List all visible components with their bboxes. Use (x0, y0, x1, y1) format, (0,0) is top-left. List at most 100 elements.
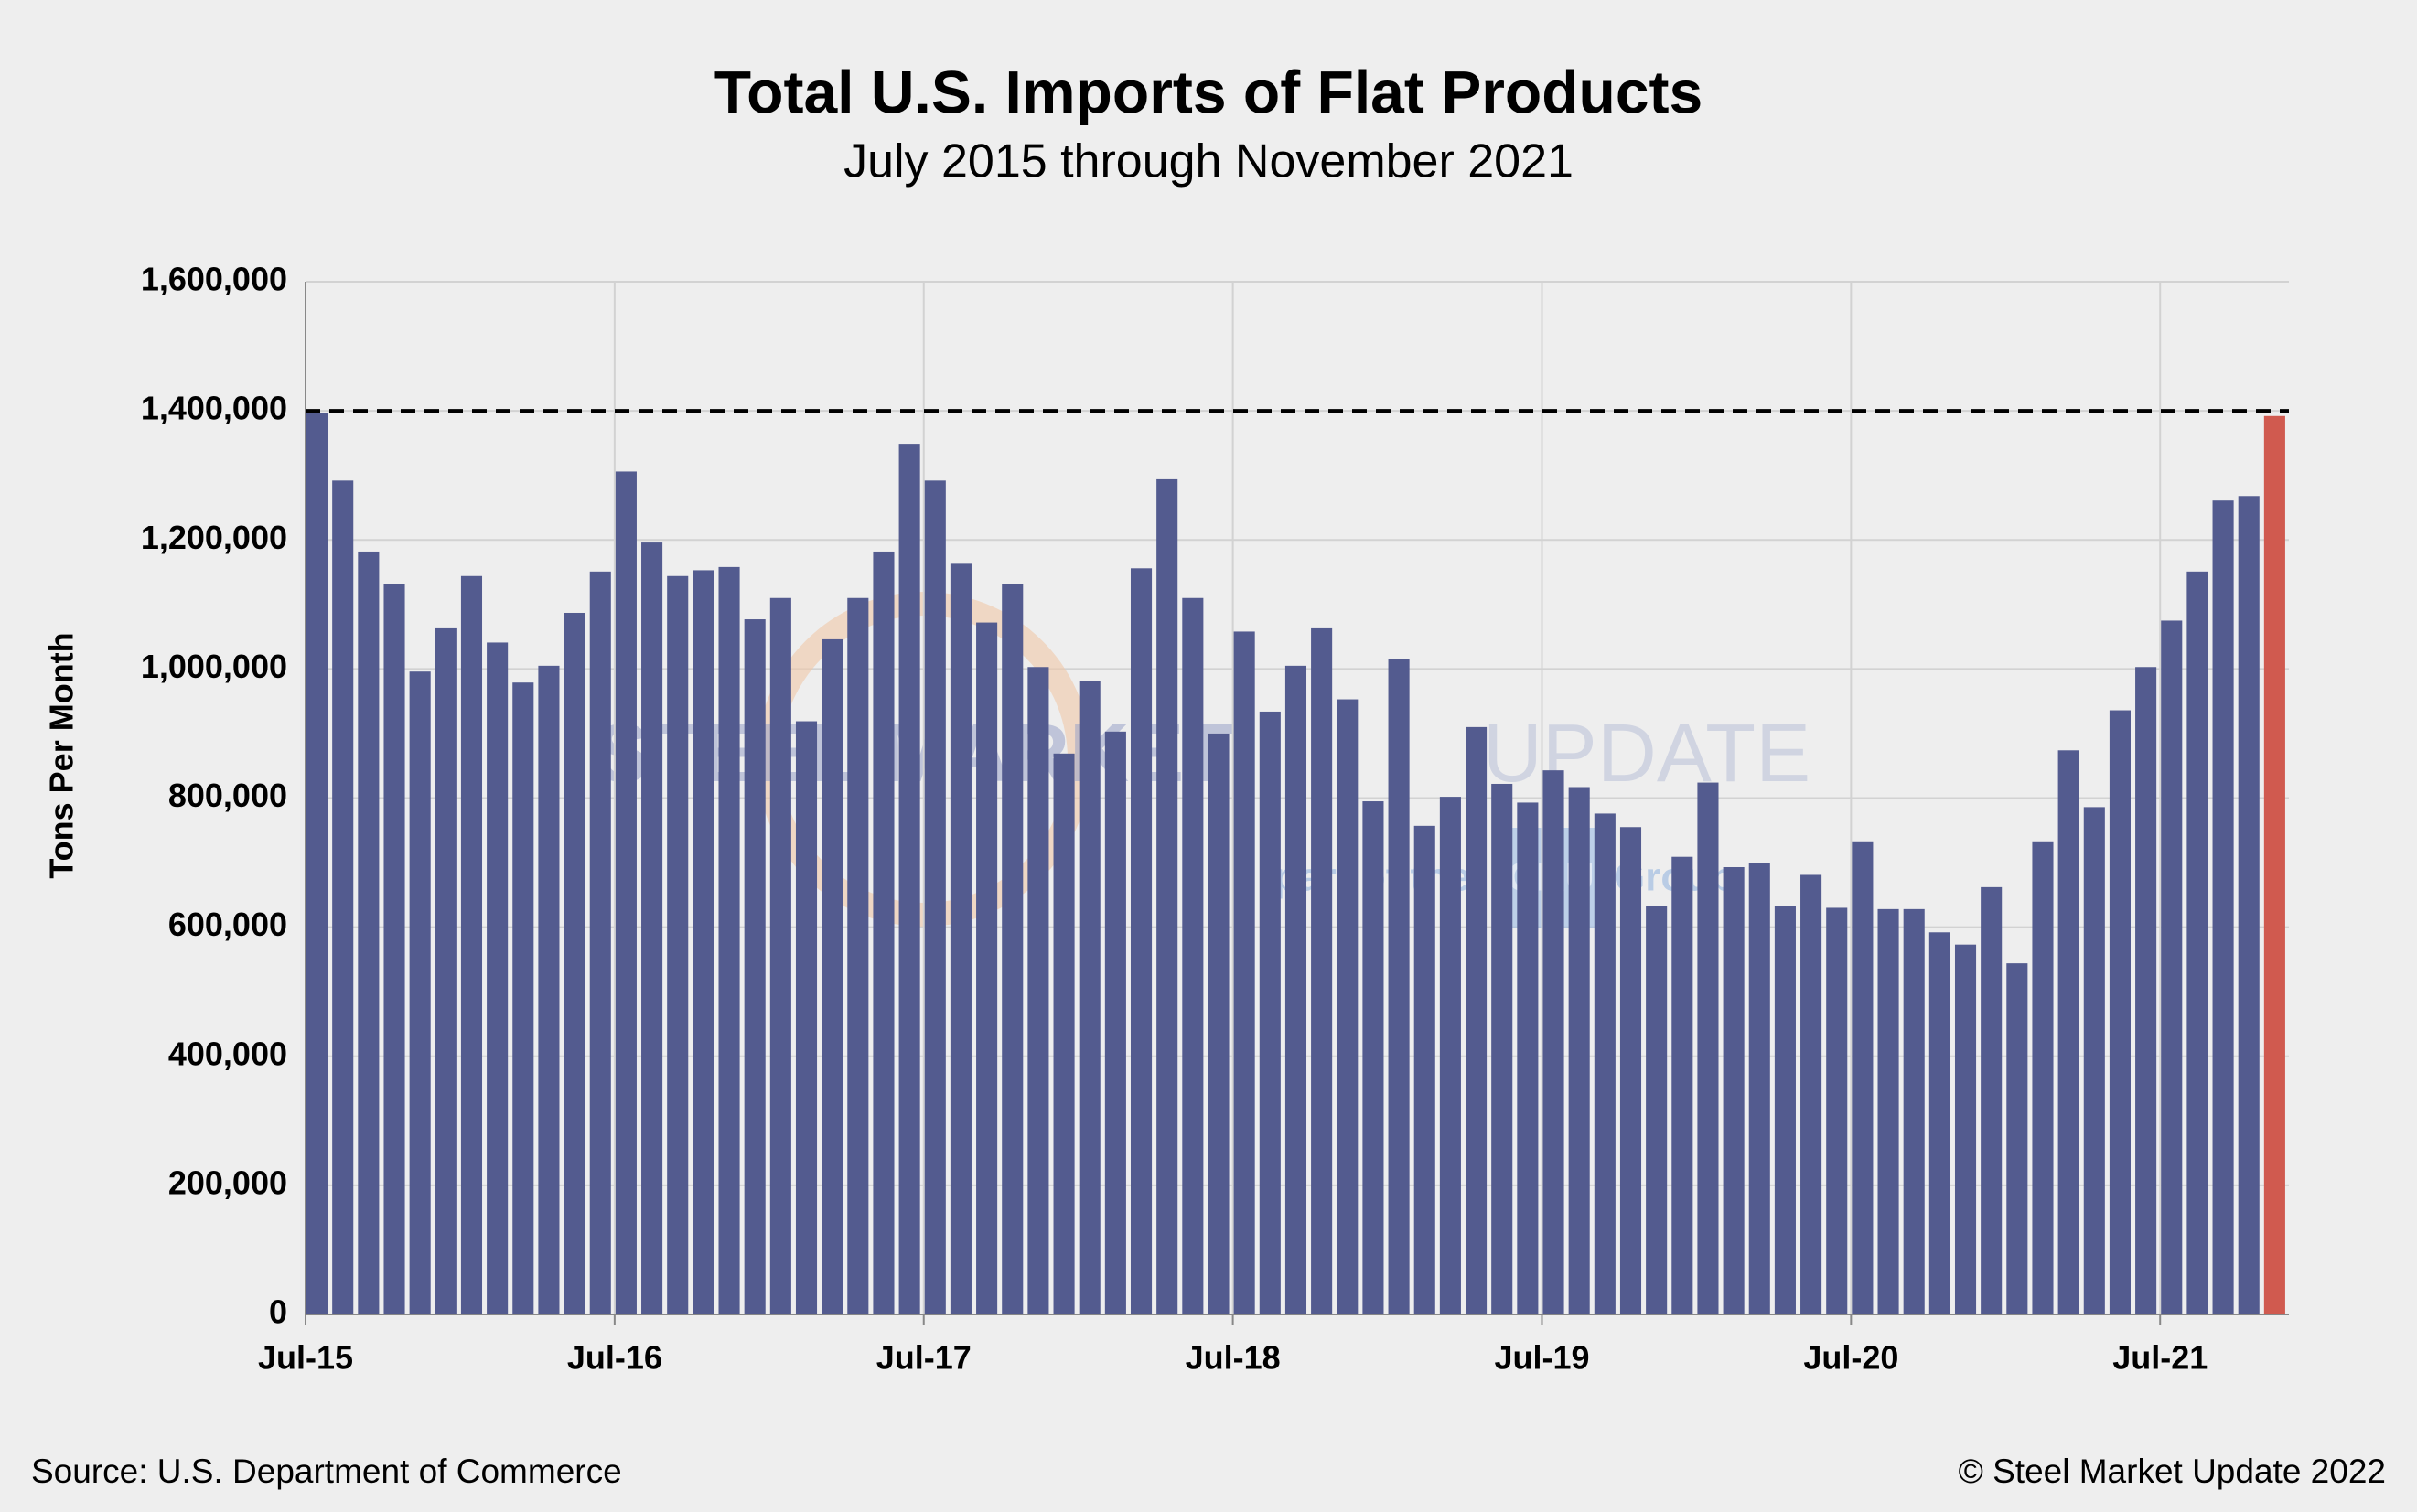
bar (358, 551, 380, 1314)
bar (1903, 908, 1925, 1314)
bar (1542, 770, 1564, 1314)
bar (589, 571, 611, 1314)
bar (795, 721, 818, 1314)
bar (822, 638, 843, 1314)
bar (2057, 750, 2079, 1314)
bar (409, 671, 431, 1314)
bar (332, 480, 354, 1314)
bar (976, 622, 998, 1314)
bar (383, 584, 405, 1314)
bar (744, 619, 766, 1314)
bar (1748, 863, 1770, 1314)
bar (718, 566, 740, 1314)
bar (306, 413, 328, 1314)
source: Source: U.S. Department of Commerce (31, 1453, 622, 1490)
watermark-text: UPDATE (1483, 708, 1810, 799)
y-axis-title: Tons Per Month (43, 632, 81, 878)
bar (1311, 627, 1333, 1314)
bar (1928, 932, 1950, 1314)
x-tick-label: Jul-16 (567, 1339, 662, 1377)
bar (1981, 886, 2003, 1314)
bar (667, 575, 689, 1314)
bar (769, 597, 791, 1314)
bar (2161, 620, 2183, 1314)
bar (1852, 841, 1874, 1314)
x-tick-label: Jul-21 (2112, 1339, 2208, 1377)
bar (615, 471, 637, 1314)
bar (641, 542, 663, 1314)
bar (950, 563, 972, 1314)
bar (1337, 699, 1359, 1314)
bar (2238, 496, 2260, 1314)
bar (2083, 807, 2105, 1314)
bar (1491, 783, 1513, 1314)
bar (1723, 867, 1745, 1314)
y-tick-label: 800,000 (168, 777, 287, 814)
bar (1877, 908, 1899, 1314)
bar (538, 665, 560, 1314)
bar (1619, 827, 1642, 1314)
bar (2186, 571, 2208, 1314)
bar (1774, 906, 1796, 1314)
bar (487, 642, 509, 1314)
x-tick-label: Jul-15 (258, 1339, 353, 1377)
copyright: © Steel Market Update 2022 (1959, 1453, 2386, 1490)
y-tick-label: 600,000 (168, 906, 287, 943)
bar (1259, 711, 1281, 1314)
x-tick-label: Jul-20 (1803, 1339, 1898, 1377)
x-tick-label: Jul-17 (876, 1339, 972, 1377)
bar (2135, 667, 2157, 1314)
bar (924, 480, 946, 1314)
bar (435, 627, 457, 1314)
bar (1233, 631, 1255, 1314)
bar (1568, 787, 1590, 1314)
bar (1104, 731, 1126, 1314)
bar (1954, 944, 1977, 1314)
y-tick-label: 0 (269, 1293, 287, 1331)
x-tick-label: Jul-19 (1494, 1339, 1589, 1377)
bar (1800, 874, 1822, 1314)
y-tick-label: 1,000,000 (141, 648, 287, 685)
bar (1284, 665, 1307, 1314)
bar (898, 444, 920, 1314)
bar (2263, 415, 2285, 1314)
bar (1697, 782, 1719, 1314)
y-tick-label: 200,000 (168, 1163, 287, 1201)
y-tick-label: 400,000 (168, 1035, 287, 1072)
bar (1671, 856, 1693, 1314)
bar (1208, 733, 1230, 1314)
y-tick-label: 1,200,000 (141, 519, 287, 556)
bar (693, 570, 714, 1314)
bar (1156, 478, 1178, 1314)
bar (1439, 797, 1461, 1314)
chart-subtitle: July 2015 through November 2021 (843, 135, 1574, 188)
bar (2006, 963, 2028, 1314)
bar (1027, 667, 1049, 1314)
bar (847, 597, 869, 1314)
bar (1413, 825, 1435, 1314)
bar (1594, 813, 1616, 1314)
bar (512, 682, 534, 1314)
bar (2212, 500, 2234, 1314)
bar (1079, 681, 1101, 1314)
bar (1466, 726, 1488, 1314)
bar (1002, 584, 1024, 1314)
bar (460, 575, 483, 1314)
bar (1826, 907, 1848, 1314)
bar (1053, 753, 1075, 1314)
bar (2109, 710, 2131, 1314)
bar (1362, 801, 1384, 1314)
y-tick-label: 1,600,000 (141, 261, 287, 298)
bar (2032, 841, 2054, 1314)
x-tick-label: Jul-18 (1186, 1339, 1281, 1377)
bar (1646, 906, 1668, 1314)
bar (1130, 568, 1153, 1314)
bar (873, 551, 895, 1314)
bar (1517, 802, 1539, 1314)
bar (1388, 659, 1410, 1314)
bar (1182, 597, 1204, 1314)
bar (564, 612, 585, 1314)
y-tick-label: 1,400,000 (141, 390, 287, 427)
chart-title: Total U.S. Imports of Flat Products (714, 58, 1703, 125)
